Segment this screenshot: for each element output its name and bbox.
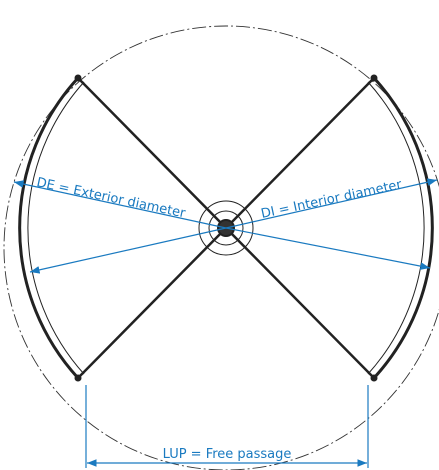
exterior-line xyxy=(29,227,227,274)
interior-line xyxy=(225,178,438,229)
exterior-line xyxy=(13,180,227,229)
passage-label: LUP = Free passage xyxy=(163,447,292,462)
exterior-label: DE = Exterior diameter xyxy=(35,175,187,221)
outline-circle xyxy=(3,25,439,470)
arm-ends xyxy=(74,74,378,382)
side-arcs xyxy=(18,76,434,380)
interior-line xyxy=(225,227,431,270)
interior-label: DI = Interior diameter xyxy=(260,177,404,222)
